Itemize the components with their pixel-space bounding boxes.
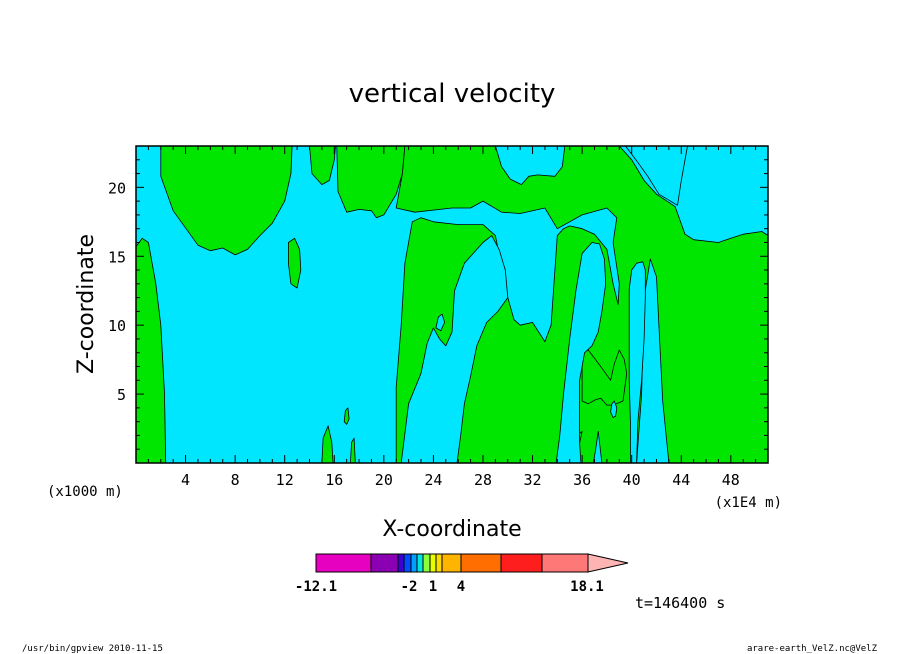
footer-left: /usr/bin/gpview 2010-11-15 [22,644,163,654]
colorbar-segment [403,553,412,573]
green-region-4 [287,237,302,289]
colorbar-labels: -12.1 -2 1 4 18.1 [295,579,604,595]
x-axis-label: X-coordinate [382,517,521,542]
chart-title: vertical velocity [349,79,556,109]
y-axis-ticks: 5 10 15 20 [108,159,768,450]
x-tick-label: 12 [276,471,294,489]
colorbar-tick-label: 4 [457,579,465,595]
colorbar-segment [397,553,405,573]
x-tick-label: 40 [623,471,641,489]
colorbar-segment [416,553,424,573]
x-tick-label: 28 [474,471,492,489]
cyan-region-0 [400,235,509,464]
colorbar-tick-label: -12.1 [295,579,337,595]
cyan-region-4 [435,313,446,332]
green-region-11 [581,349,628,406]
colorbar-segment [460,553,502,573]
colorbar-tick-label: 18.1 [570,579,604,595]
plot-frame [135,145,769,464]
y-tick-label: 5 [117,386,126,404]
contour-regions [135,145,769,464]
x-tick-label: 48 [722,471,740,489]
y-axis-label: Z-coordinate [74,234,99,374]
colorbar [315,553,629,573]
x-tick-label: 4 [181,471,190,489]
colorbar-segment [429,553,437,573]
colorbar-segment [315,553,372,573]
x-tick-label: 36 [573,471,591,489]
colorbar-segment [435,553,443,573]
x-tick-label: 20 [375,471,393,489]
time-label: t=146400 s [635,594,725,612]
cyan-region-5 [494,145,566,186]
colorbar-tick-label: 1 [429,579,437,595]
x-tick-label: 24 [424,471,442,489]
x-tick-label: 32 [524,471,542,489]
y-tick-label: 15 [108,248,126,266]
green-region-1 [160,145,293,256]
colorbar-tick-label: -2 [401,579,418,595]
y-tick-label: 20 [108,179,126,197]
colorbar-segment [441,553,462,573]
cyan-region-1 [555,242,607,464]
y-tick-label: 10 [108,317,126,335]
colorbar-arrow [587,553,629,573]
colorbar-segment [541,553,589,573]
colorbar-segment [422,553,431,573]
x-axis-ticks: 4 8 12 16 20 24 28 32 36 40 44 48 [147,146,757,489]
cyan-region-2 [628,261,646,464]
cyan-region-3 [610,400,618,418]
x-tick-label: 8 [231,471,240,489]
colorbar-segment [500,553,543,573]
cyan-region-6 [625,145,688,206]
colorbar-segment [410,553,418,573]
colorbar-segment [370,553,399,573]
x-tick-label: 44 [672,471,690,489]
x-unit-left: (x1000 m) [47,484,123,500]
footer-right: arare-earth_VelZ.nc@VelZ [747,644,878,654]
x-tick-label: 16 [325,471,343,489]
green-region-6 [343,407,350,425]
x-unit-right: (x1E4 m) [715,495,782,511]
